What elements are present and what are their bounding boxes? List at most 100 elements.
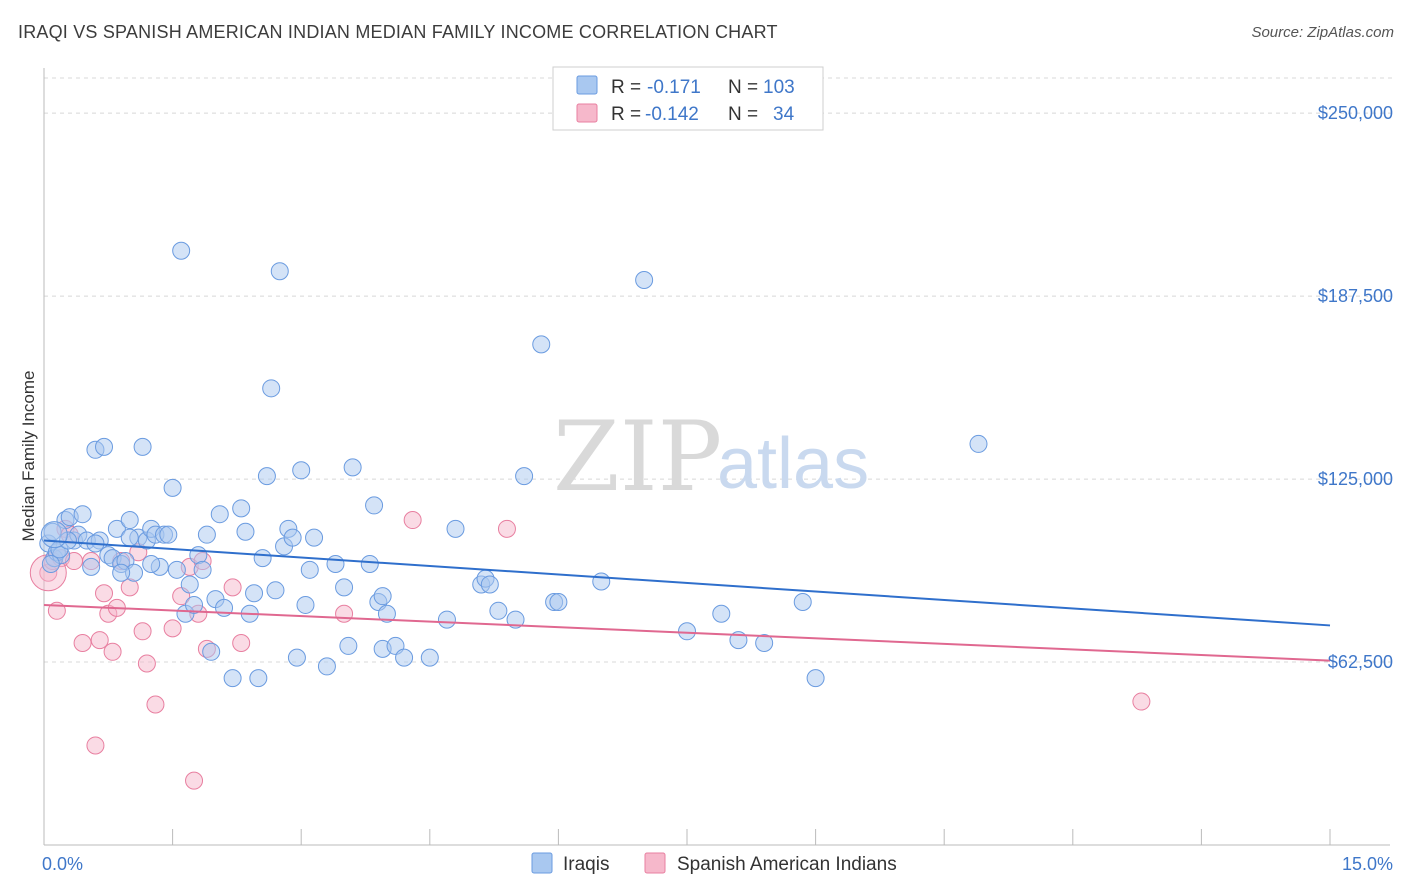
data-point	[305, 528, 324, 547]
grid-lines	[44, 77, 1395, 663]
y-tick-labels: $62,500 $125,000 $187,500 $250,000	[1318, 103, 1393, 672]
data-point	[120, 528, 139, 547]
data-point	[266, 581, 285, 600]
y-tick-label: $250,000	[1318, 103, 1393, 123]
data-point	[86, 736, 105, 755]
trend-line-spanish-american-indians	[43, 603, 1331, 662]
data-point	[95, 437, 114, 456]
chart-title: IRAQI VS SPANISH AMERICAN INDIAN MEDIAN …	[18, 22, 778, 42]
data-point	[549, 593, 568, 612]
source-credit: Source: ZipAtlas.com	[1251, 24, 1394, 41]
data-point	[420, 648, 439, 667]
data-point	[82, 557, 101, 576]
series-legend: Iraqis Spanish American Indians	[531, 852, 897, 875]
data-point	[253, 549, 272, 568]
data-point	[300, 560, 319, 579]
data-point	[210, 505, 229, 524]
data-point	[202, 642, 221, 661]
data-point	[806, 669, 825, 688]
data-point	[515, 467, 534, 486]
data-point	[395, 648, 414, 667]
data-point	[257, 467, 276, 486]
y-tick-label: $187,500	[1318, 286, 1393, 306]
data-point	[339, 636, 358, 655]
series-iraqis	[39, 241, 988, 688]
data-point	[236, 522, 255, 541]
data-point	[223, 578, 242, 597]
data-point	[377, 604, 396, 623]
data-point	[373, 587, 392, 606]
data-point	[185, 595, 204, 614]
watermark-zip: ZIP	[553, 401, 722, 513]
watermark: ZIP atlas	[553, 401, 869, 513]
data-point	[335, 604, 354, 623]
data-point	[133, 437, 152, 456]
axes	[43, 68, 1390, 846]
data-point	[73, 634, 92, 653]
legend-swatch-iraqis	[576, 75, 598, 95]
legend-r-label: R =	[611, 77, 641, 98]
data-point	[635, 270, 654, 289]
data-point	[167, 560, 186, 579]
data-point	[755, 634, 774, 653]
data-point	[712, 604, 731, 623]
data-point	[245, 584, 264, 603]
data-point	[283, 528, 302, 547]
data-point	[172, 241, 191, 260]
x-tick-labels: 0.0% 15.0%	[42, 854, 1393, 874]
data-point	[317, 657, 336, 676]
data-point	[142, 554, 161, 573]
correlation-legend: R = -0.171 N = 103 R = -0.142 N = 34	[552, 66, 824, 131]
data-point	[232, 499, 251, 518]
legend-r-label: R =	[611, 104, 641, 125]
data-point	[343, 458, 362, 477]
data-point	[446, 519, 465, 538]
legend-swatch-iraqis	[531, 852, 553, 874]
data-point	[365, 496, 384, 515]
data-point	[326, 554, 345, 573]
data-point	[262, 379, 281, 398]
y-axis-title: Median Family Income	[19, 370, 38, 541]
data-point	[73, 505, 92, 524]
x-tick-label: 15.0%	[1342, 854, 1393, 874]
data-point	[969, 434, 988, 453]
data-point	[163, 478, 182, 497]
legend-swatch-spanish-american-indians	[576, 103, 598, 123]
legend-r-value: -0.142	[645, 104, 699, 125]
data-point	[232, 634, 251, 653]
data-point	[112, 563, 131, 582]
data-point	[360, 554, 379, 573]
data-point	[193, 560, 212, 579]
data-point	[197, 525, 216, 544]
legend-n-label: N =	[728, 77, 758, 98]
data-point	[296, 595, 315, 614]
legend-n-value: 103	[763, 77, 795, 98]
trend-line-iraqis	[43, 539, 1331, 627]
data-point	[287, 648, 306, 667]
data-point	[480, 575, 499, 594]
data-point	[185, 771, 204, 790]
data-point	[180, 575, 199, 594]
data-point	[292, 461, 311, 480]
data-point	[107, 519, 126, 538]
data-point	[793, 593, 812, 612]
data-point	[592, 572, 611, 591]
data-point	[41, 554, 60, 573]
data-point	[249, 669, 268, 688]
legend-n-value: 34	[773, 104, 795, 125]
data-point	[146, 695, 165, 714]
x-tick-label: 0.0%	[42, 854, 83, 874]
data-point	[40, 521, 68, 549]
data-point	[678, 622, 696, 641]
data-point	[120, 511, 139, 530]
data-point	[90, 631, 109, 650]
data-point	[159, 525, 178, 544]
data-point	[223, 669, 242, 688]
watermark-atlas: atlas	[717, 424, 869, 504]
data-point	[335, 578, 354, 597]
data-point	[133, 622, 152, 641]
trend-lines	[43, 539, 1331, 662]
legend-n-label: N =	[728, 104, 758, 125]
data-point	[103, 642, 122, 661]
